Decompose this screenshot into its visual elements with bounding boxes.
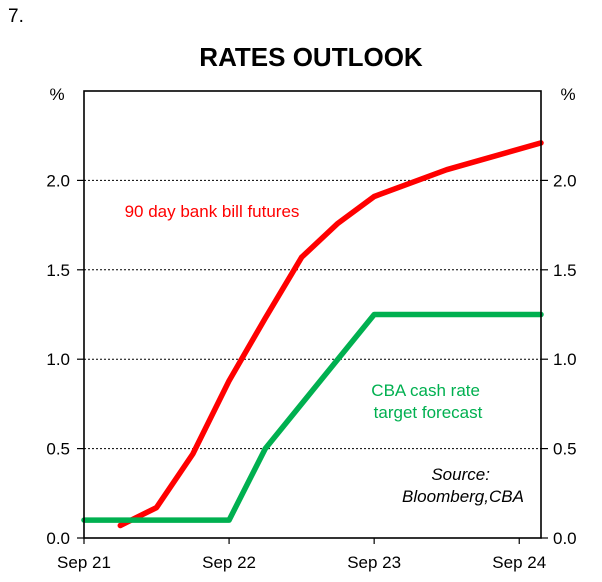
series-label-line: target forecast: [374, 403, 483, 422]
y-tick-label-left: 0.0: [46, 529, 70, 548]
figure-number: 7.: [8, 6, 24, 27]
plot-area-frame: [83, 90, 542, 539]
source-annotation: Source: Bloomberg,CBA: [402, 465, 524, 506]
y-tick-label-right: 2.0: [553, 171, 577, 190]
source-line: Bloomberg,CBA: [402, 487, 524, 506]
x-tick-label: Sep 22: [202, 553, 256, 572]
series-line-cba-cash-rate-target-forecast: [81, 311, 544, 523]
y-tick-label-left: 0.5: [46, 440, 70, 459]
series-label-line: CBA cash rate: [371, 381, 480, 400]
y-tick-label-right: 0.0: [553, 529, 577, 548]
gridlines: [84, 179, 541, 450]
x-tick-label: Sep 23: [347, 553, 401, 572]
series-label-bank-bill-futures: 90 day bank bill futures: [125, 202, 300, 221]
y-tick-label-right: 1.5: [553, 261, 577, 280]
x-tick-label: Sep 21: [57, 553, 111, 572]
source-line: Source:: [431, 465, 490, 484]
series-line-90-day-bank-bill-futures: [117, 140, 544, 529]
x-tick-label: Sep 24: [492, 553, 546, 572]
series-label-line: 90 day bank bill futures: [125, 202, 300, 221]
series-lines: [81, 140, 544, 529]
y-tick-label-left: 2.0: [46, 171, 70, 190]
axis-ticks: 0.0 0.0 0.5 0.5 1.0 1.0 1.5 1.5 2.0 2.0 Sep 21 Sep …: [46, 171, 576, 572]
series-label-cba-cash-rate: CBA cash rate target forecast: [371, 381, 484, 422]
y-unit-left: %: [49, 85, 64, 104]
chart-title: RATES OUTLOOK: [199, 42, 423, 72]
y-tick-label-left: 1.5: [46, 261, 70, 280]
y-tick-label-right: 1.0: [553, 350, 577, 369]
y-tick-label-right: 0.5: [553, 440, 577, 459]
y-tick-label-left: 1.0: [46, 350, 70, 369]
y-unit-right: %: [560, 85, 575, 104]
